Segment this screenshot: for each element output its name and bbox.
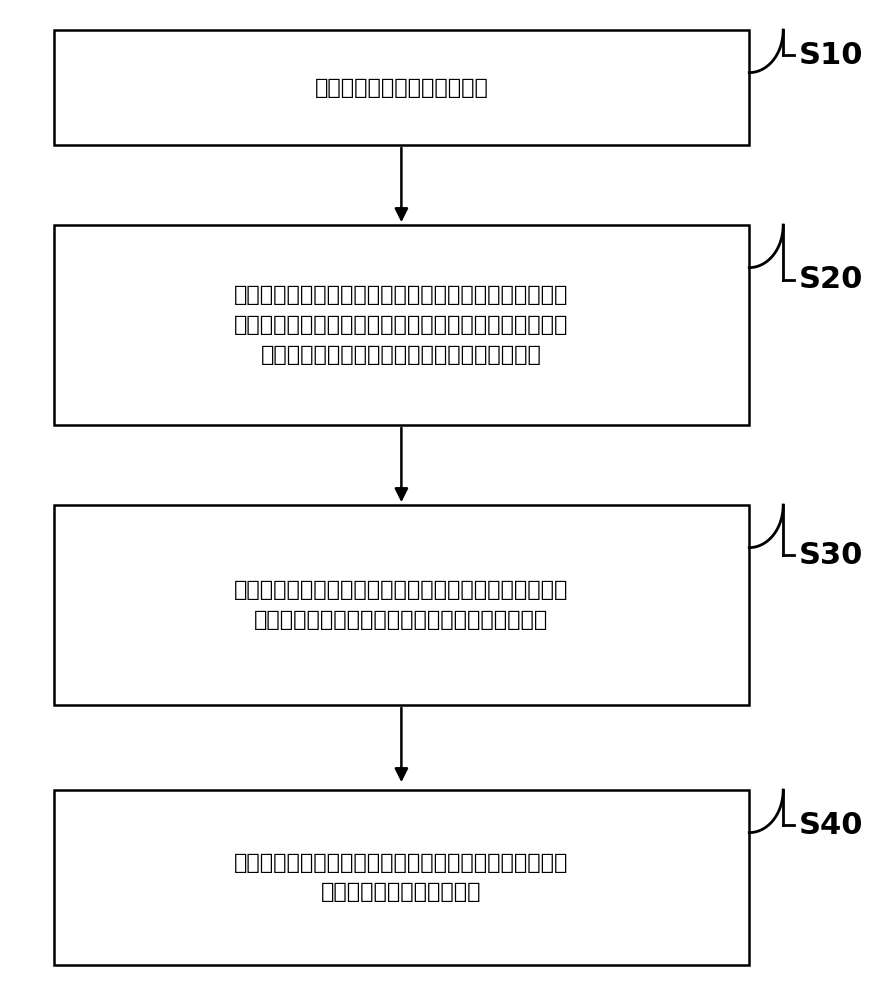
- Text: 分别对每一个所述生物组织切片图像集中的生物组织切片
图像进行配准，得到配准后的生物组织切片图像集: 分别对每一个所述生物组织切片图像集中的生物组织切片 图像进行配准，得到配准后的生…: [235, 580, 568, 630]
- Bar: [54, 30, 749, 145]
- Bar: [54, 790, 749, 965]
- Text: 获取生物组织的序列切片集合: 获取生物组织的序列切片集合: [315, 78, 488, 98]
- Text: S40: S40: [798, 810, 863, 840]
- Text: 对序列切片集合中每一个序列切片，通过刻蚀方法逐次减
薄切片厚度并获取对应厚度值和对应生物组织切片图像，
构建每一个序列切片对应的生物组织切片图像集: 对序列切片集合中每一个序列切片，通过刻蚀方法逐次减 薄切片厚度并获取对应厚度值和…: [235, 285, 568, 365]
- Text: 将配准后的生物组织切片图像集进行生物组织切片图像的
整体配准，得到三维图像库: 将配准后的生物组织切片图像集进行生物组织切片图像的 整体配准，得到三维图像库: [235, 853, 568, 902]
- Bar: [54, 505, 749, 705]
- Bar: [54, 225, 749, 425]
- Text: S30: S30: [798, 540, 863, 570]
- Text: S10: S10: [798, 40, 863, 70]
- Text: S20: S20: [798, 265, 863, 294]
